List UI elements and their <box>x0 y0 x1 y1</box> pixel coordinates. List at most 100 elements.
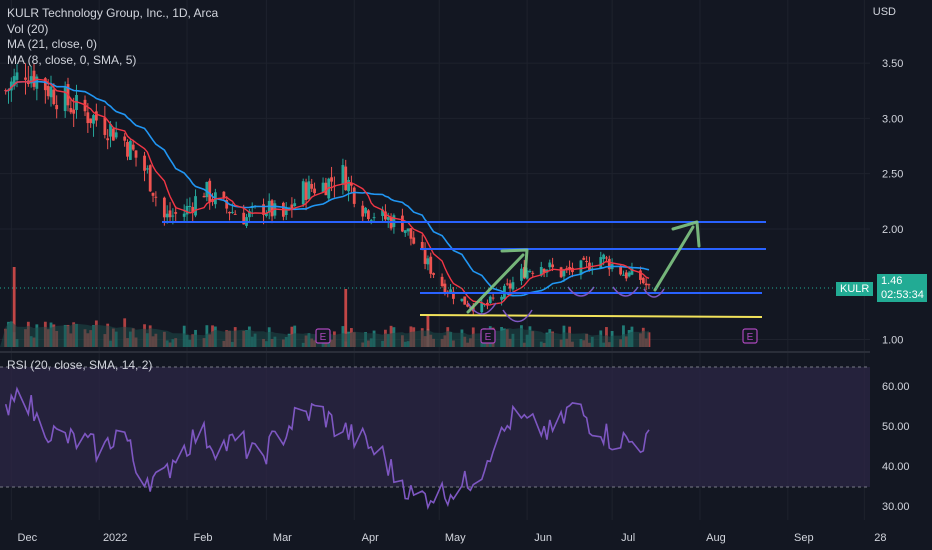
candle-body <box>154 196 158 198</box>
candle-body <box>69 108 73 113</box>
candle-body <box>639 270 642 280</box>
candle-body <box>525 270 529 279</box>
candle-body <box>624 272 628 279</box>
candle-body <box>622 274 625 276</box>
candle-body <box>188 206 192 208</box>
candle-body <box>35 76 39 89</box>
candle-body <box>361 205 365 217</box>
candle-body <box>548 262 552 268</box>
candle-body <box>171 215 175 217</box>
ma8-line <box>5 78 650 306</box>
candle-body <box>24 77 27 80</box>
candle-body <box>423 249 427 264</box>
symbol-title[interactable]: KULR Technology Group, Inc., 1D, Arca <box>7 6 219 20</box>
candle-body <box>449 289 452 294</box>
candle-body <box>293 203 297 207</box>
earnings-marker[interactable]: E <box>742 328 758 344</box>
candle-body <box>202 195 206 198</box>
candle-body <box>126 142 129 157</box>
candle-body <box>307 181 311 200</box>
candle-body <box>270 200 274 217</box>
candle-body <box>386 217 390 220</box>
candle-body <box>182 213 186 217</box>
candle-body <box>52 89 56 105</box>
candle-body <box>443 283 447 294</box>
candle-body <box>131 144 135 150</box>
candle-body <box>599 257 603 269</box>
price-tick: 3.50 <box>882 58 903 70</box>
bar-countdown: 02:53:34 <box>881 289 924 301</box>
rsi-legend[interactable]: RSI (20, close, SMA, 14, 2) <box>7 358 153 372</box>
candle-body <box>585 261 589 263</box>
earnings-marker[interactable]: E <box>315 328 331 344</box>
candle-body <box>403 230 407 233</box>
candle-body <box>372 217 376 219</box>
rsi-axis[interactable]: 60.00 50.00 40.00 30.00 <box>882 381 910 513</box>
candle-body <box>301 181 305 205</box>
rsi-tick: 30.00 <box>882 501 910 513</box>
candle-body <box>511 282 515 290</box>
indicator-ma21[interactable]: MA (21, close, 0) <box>7 37 98 51</box>
candle-body <box>205 181 209 198</box>
candle-body <box>429 256 433 274</box>
price-tick: 3.00 <box>882 113 903 125</box>
candle-body <box>128 140 132 160</box>
pattern-arcs <box>467 286 665 323</box>
candle-body <box>619 265 623 275</box>
volume-bar <box>344 289 348 347</box>
candle-body <box>539 266 543 276</box>
indicator-volume[interactable]: Vol (20) <box>7 21 49 36</box>
candle-body <box>341 165 345 185</box>
candle-body <box>491 297 495 299</box>
time-axis[interactable]: Dec 2022 Feb Mar Apr May Jun Jul Aug Sep 28 <box>18 532 887 544</box>
price-axis[interactable]: 3.50 3.00 2.50 2.00 1.00 <box>882 58 903 346</box>
candle-body <box>72 109 76 114</box>
candle-body <box>630 268 634 275</box>
projection-arrows <box>466 220 701 314</box>
candle-body <box>89 118 93 124</box>
candle-body <box>75 95 78 110</box>
candle-body <box>369 219 373 221</box>
indicator-ma8[interactable]: MA (8, close, 0, SMA, 5) <box>7 52 137 67</box>
candle-body <box>605 257 608 259</box>
candle-body <box>233 213 237 215</box>
candle-body <box>86 112 90 124</box>
price-gridlines <box>0 62 870 340</box>
earnings-marker[interactable]: E <box>480 328 496 344</box>
candle-body <box>350 182 353 186</box>
rsi-tick: 40.00 <box>882 461 910 473</box>
candle-body <box>191 206 195 213</box>
candle-body <box>505 283 509 285</box>
last-price-value: 1.46 <box>881 275 903 287</box>
time-tick: Feb <box>194 532 213 544</box>
price-tick: 2.00 <box>882 224 903 236</box>
time-tick: 28 <box>874 532 886 544</box>
candle-body <box>103 117 107 135</box>
svg-text:E: E <box>747 332 754 343</box>
candle-body <box>330 177 333 182</box>
currency-label: USD <box>872 6 896 18</box>
candle-body <box>12 76 16 87</box>
candle-body <box>148 165 152 192</box>
candle-body <box>134 150 138 158</box>
price-candles <box>4 63 651 316</box>
time-tick: Apr <box>362 532 379 544</box>
price-tick: 1.00 <box>882 334 903 346</box>
base-support-line[interactable] <box>419 314 763 318</box>
candle-body <box>582 257 586 260</box>
candle-body <box>486 302 489 305</box>
candle-body <box>460 298 464 302</box>
candle-body <box>145 168 149 170</box>
candle-body <box>568 267 572 270</box>
rsi-tick: 60.00 <box>882 381 910 393</box>
candle-body <box>29 76 33 84</box>
candle-body <box>92 115 95 124</box>
candle-body <box>94 111 98 121</box>
candle-body <box>162 197 166 218</box>
rsi-tick: 50.00 <box>882 421 910 433</box>
candle-body <box>463 296 467 305</box>
candle-body <box>647 284 651 286</box>
candle-body <box>63 87 67 112</box>
candle-body <box>531 272 535 274</box>
